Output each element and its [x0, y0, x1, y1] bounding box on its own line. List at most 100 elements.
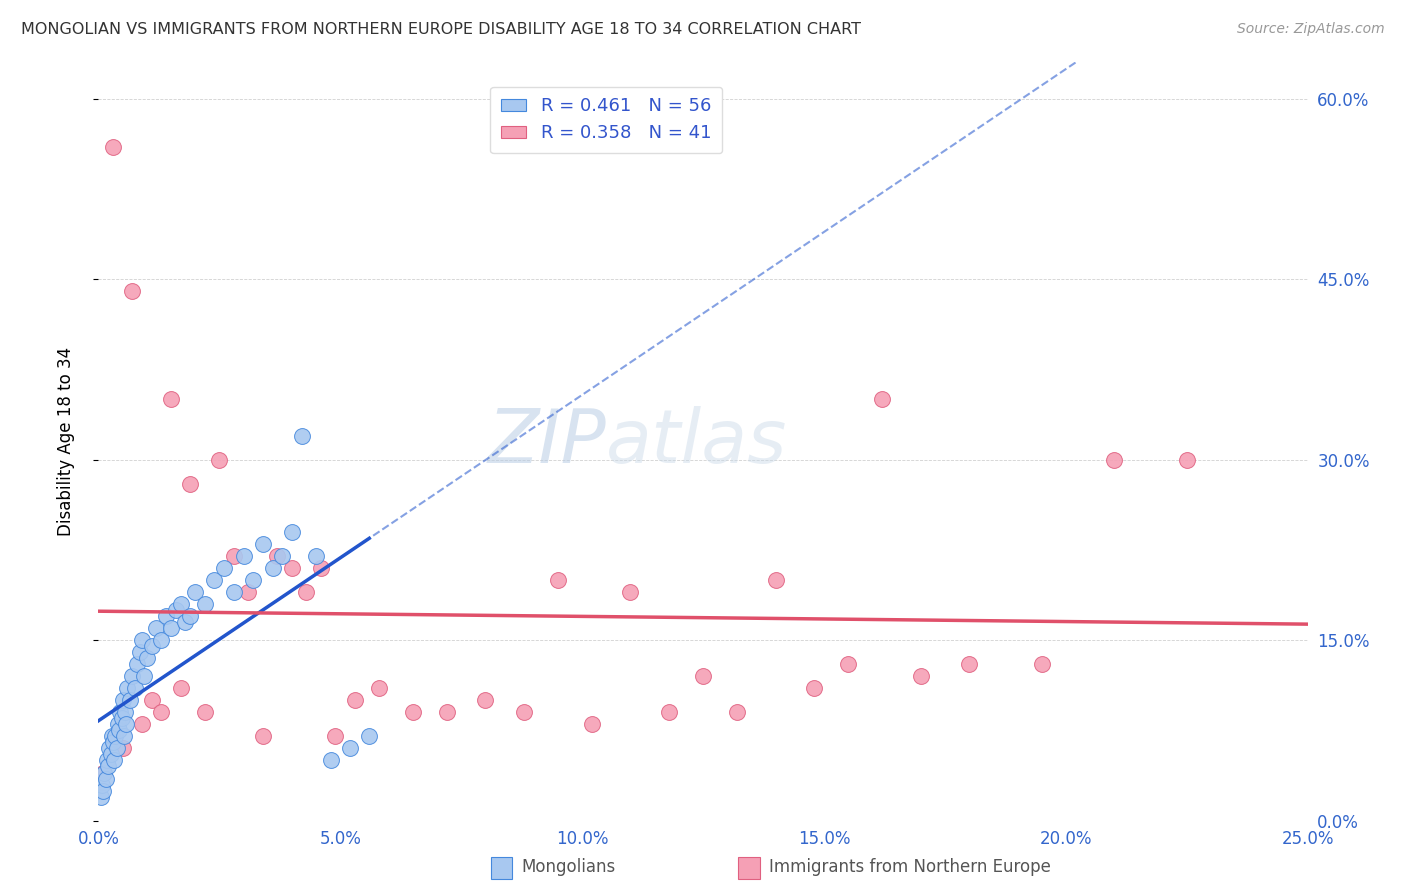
Point [150, 633, 173, 648]
Point [135, 651, 157, 665]
Point [252, 730, 274, 744]
Point [212, 561, 235, 575]
Point [108, 706, 131, 720]
Point [837, 657, 859, 672]
Point [204, 573, 226, 587]
Point [803, 681, 825, 696]
Point [107, 717, 129, 731]
Point [117, 681, 139, 696]
Text: Immigrants from Northern Europe: Immigrants from Northern Europe [769, 858, 1050, 877]
Point [339, 741, 361, 756]
Point [658, 706, 681, 720]
Point [101, 735, 124, 749]
Point [692, 669, 714, 683]
Text: Mongolians: Mongolians [522, 858, 616, 877]
Point [165, 603, 187, 617]
Point [325, 730, 347, 744]
Point [124, 681, 146, 696]
Point [91, 765, 114, 780]
Point [104, 730, 127, 744]
Point [111, 693, 134, 707]
Point [238, 585, 260, 599]
Point [271, 549, 294, 563]
Text: Source: ZipAtlas.com: Source: ZipAtlas.com [1237, 22, 1385, 37]
Point [174, 615, 197, 629]
Point [115, 717, 138, 731]
Point [100, 747, 122, 762]
Point [1031, 657, 1053, 672]
Point [222, 549, 245, 563]
Point [131, 717, 153, 731]
Point [111, 741, 134, 756]
Point [150, 706, 173, 720]
Point [94, 772, 117, 786]
Point [474, 693, 496, 707]
Point [184, 585, 207, 599]
Point [725, 706, 748, 720]
Point [145, 621, 167, 635]
Point [93, 765, 115, 780]
Point [98, 741, 121, 756]
Point [169, 681, 191, 696]
Point [127, 657, 149, 672]
Point [262, 561, 284, 575]
Point [581, 717, 603, 731]
Point [118, 693, 141, 707]
Point [114, 706, 136, 720]
Point [343, 693, 366, 707]
Point [402, 706, 425, 720]
Point [281, 561, 304, 575]
Point [112, 730, 135, 744]
Point [179, 609, 201, 624]
Text: ZIP: ZIP [488, 406, 606, 477]
Text: MONGOLIAN VS IMMIGRANTS FROM NORTHERN EUROPE DISABILITY AGE 18 TO 34 CORRELATION: MONGOLIAN VS IMMIGRANTS FROM NORTHERN EU… [21, 22, 860, 37]
Point [513, 706, 536, 720]
Point [160, 621, 183, 635]
Point [266, 549, 288, 563]
Point [910, 669, 932, 683]
Point [305, 549, 328, 563]
Point [547, 573, 569, 587]
Point [97, 759, 120, 773]
Point [96, 754, 118, 768]
Legend: R = 0.461   N = 56, R = 0.358   N = 41: R = 0.461 N = 56, R = 0.358 N = 41 [491, 87, 723, 153]
Point [160, 392, 183, 407]
Point [121, 669, 143, 683]
Point [155, 609, 177, 624]
Point [232, 549, 254, 563]
Text: atlas: atlas [606, 406, 787, 477]
Point [121, 284, 143, 298]
Point [194, 706, 217, 720]
Y-axis label: Disability Age 18 to 34: Disability Age 18 to 34 [56, 347, 75, 536]
Point [128, 645, 150, 659]
Point [208, 452, 231, 467]
Point [290, 428, 312, 442]
Point [141, 639, 163, 653]
Point [252, 537, 274, 551]
Point [131, 633, 153, 648]
Point [1175, 452, 1198, 467]
Point [194, 597, 217, 611]
Point [359, 730, 381, 744]
Point [957, 657, 980, 672]
Point [90, 789, 112, 804]
Point [242, 573, 264, 587]
Point [281, 524, 304, 539]
Point [141, 693, 163, 707]
Point [309, 561, 332, 575]
Point [91, 783, 114, 797]
Point [368, 681, 391, 696]
Point [105, 741, 128, 756]
Point [765, 573, 787, 587]
Point [169, 597, 191, 611]
Point [1102, 452, 1125, 467]
Point [101, 139, 124, 153]
Point [319, 754, 342, 768]
Point [619, 585, 641, 599]
Point [101, 730, 124, 744]
Bar [491, 856, 512, 879]
Point [107, 723, 129, 738]
Point [436, 706, 458, 720]
Point [870, 392, 893, 407]
Point [91, 778, 114, 792]
